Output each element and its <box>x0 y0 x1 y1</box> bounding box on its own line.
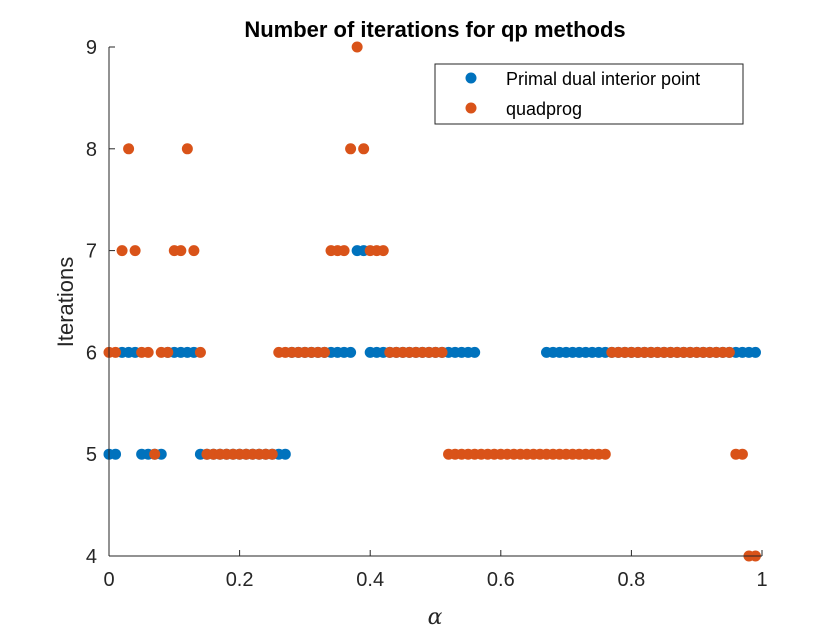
data-point <box>436 346 448 358</box>
x-tick-label: 0.6 <box>487 569 515 591</box>
data-point <box>345 143 357 155</box>
y-axis-label: Iterations <box>53 257 78 348</box>
data-point <box>110 448 122 460</box>
data-point <box>149 448 161 460</box>
legend-label-primal-dual: Primal dual interior point <box>506 69 700 89</box>
x-tick-label: 0 <box>103 569 114 591</box>
y-tick-label: 9 <box>86 37 97 59</box>
data-point <box>358 143 370 155</box>
axes-background <box>109 47 762 556</box>
x-tick-label: 1 <box>756 569 767 591</box>
y-tick-label: 8 <box>86 139 97 161</box>
data-point <box>351 41 363 53</box>
data-point <box>123 143 135 155</box>
legend-marker-primal-dual <box>465 72 477 84</box>
data-point <box>110 346 122 358</box>
data-point <box>599 448 611 460</box>
data-point <box>116 245 128 257</box>
data-point <box>266 448 278 460</box>
x-tick-label: 0.8 <box>617 569 645 591</box>
chart-title: Number of iterations for qp methods <box>244 17 625 42</box>
legend-box <box>434 63 744 125</box>
data-point <box>749 346 761 358</box>
data-point <box>188 245 200 257</box>
x-tick-label: 0.2 <box>226 569 254 591</box>
axes-lines <box>108 47 762 557</box>
data-point <box>318 346 330 358</box>
data-point <box>469 346 481 358</box>
data-point <box>181 143 193 155</box>
data-points <box>103 41 761 562</box>
data-point <box>338 245 350 257</box>
legend-marker-quadprog <box>465 102 477 114</box>
series-1 <box>103 41 761 562</box>
data-point <box>345 346 357 358</box>
y-tick-label: 6 <box>86 342 97 364</box>
x-axis-label: α <box>428 605 443 630</box>
plot-area <box>109 47 762 556</box>
data-point <box>194 346 206 358</box>
y-tick-label: 4 <box>86 546 97 568</box>
data-point <box>142 346 154 358</box>
legend-label-quadprog: quadprog <box>506 99 582 119</box>
y-tick-label: 5 <box>86 444 97 466</box>
legend: Primal dual interior point quadprog <box>434 63 744 125</box>
data-point <box>162 346 174 358</box>
data-point <box>377 245 389 257</box>
x-tick-label: 0.4 <box>356 569 384 591</box>
data-point <box>736 448 748 460</box>
data-point <box>175 245 187 257</box>
data-point <box>129 245 141 257</box>
data-point <box>279 448 291 460</box>
y-tick-label: 7 <box>86 241 97 263</box>
data-point <box>723 346 735 358</box>
